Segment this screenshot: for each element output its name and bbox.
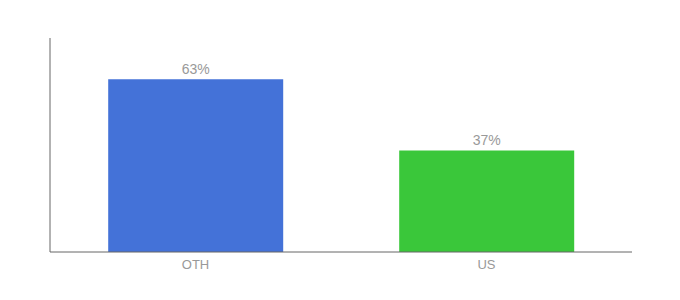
svg-text:OTH: OTH [182, 257, 209, 272]
svg-text:63%: 63% [182, 61, 210, 77]
svg-text:US: US [477, 257, 495, 272]
svg-text:37%: 37% [473, 132, 501, 148]
